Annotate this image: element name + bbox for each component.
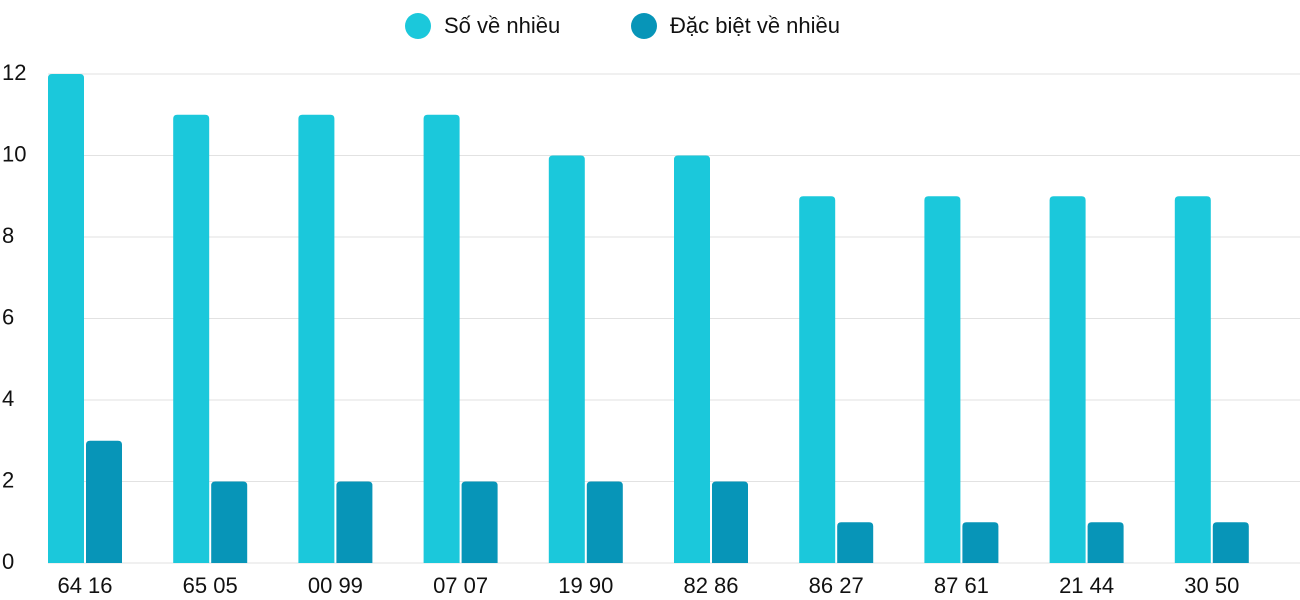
legend-marker bbox=[631, 13, 657, 39]
bar bbox=[837, 522, 874, 563]
legend-marker bbox=[405, 13, 431, 39]
bar bbox=[211, 481, 248, 563]
bar bbox=[298, 114, 335, 563]
x-tick-label: 07 07 bbox=[433, 573, 488, 598]
bar bbox=[1212, 522, 1249, 563]
bar bbox=[86, 440, 122, 563]
y-tick-label: 2 bbox=[2, 467, 14, 492]
legend-label: Số về nhiều bbox=[444, 13, 560, 38]
x-tick-label: 65 05 bbox=[183, 573, 238, 598]
y-tick-label: 10 bbox=[2, 141, 26, 166]
x-tick-label: 30 50 bbox=[1184, 573, 1239, 598]
x-tick-label: 86 27 bbox=[809, 573, 864, 598]
bar bbox=[962, 522, 999, 563]
x-tick-label: 82 86 bbox=[683, 573, 738, 598]
bar bbox=[461, 481, 498, 563]
x-tick-label: 64 16 bbox=[57, 573, 112, 598]
y-tick-label: 4 bbox=[2, 386, 14, 411]
bar bbox=[1174, 196, 1211, 563]
bar bbox=[173, 114, 210, 563]
bar bbox=[712, 481, 748, 563]
bar bbox=[674, 155, 710, 563]
bar bbox=[924, 196, 961, 563]
x-tick-label: 19 90 bbox=[558, 573, 613, 598]
bar bbox=[423, 114, 460, 563]
bar bbox=[336, 481, 373, 563]
x-tick-label: 87 61 bbox=[934, 573, 989, 598]
bar bbox=[586, 481, 623, 563]
y-tick-label: 8 bbox=[2, 223, 14, 248]
y-tick-label: 6 bbox=[2, 304, 14, 329]
bar bbox=[48, 74, 84, 563]
bar bbox=[1049, 196, 1086, 563]
bar bbox=[1087, 522, 1124, 563]
x-tick-label: 00 99 bbox=[308, 573, 363, 598]
y-tick-label: 0 bbox=[2, 549, 14, 574]
bar bbox=[548, 155, 585, 563]
x-tick-label: 21 44 bbox=[1059, 573, 1114, 598]
bar bbox=[799, 196, 836, 563]
legend-label: Đặc biệt về nhiều bbox=[670, 13, 840, 38]
y-tick-label: 12 bbox=[2, 60, 26, 85]
